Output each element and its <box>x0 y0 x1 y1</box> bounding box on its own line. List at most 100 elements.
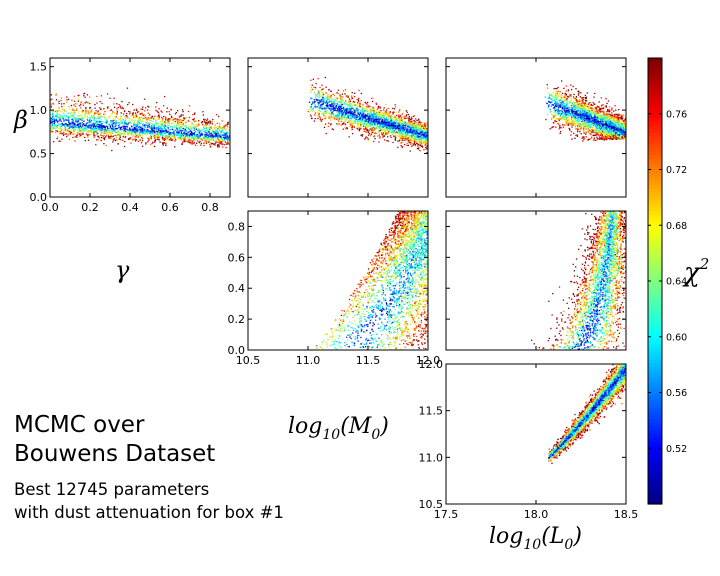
scatter-point <box>350 111 352 113</box>
scatter-point <box>171 137 173 139</box>
scatter-point <box>144 126 146 129</box>
scatter-point <box>131 119 134 122</box>
scatter-point <box>147 112 149 114</box>
scatter-point <box>78 133 81 135</box>
scatter-point <box>136 116 138 118</box>
scatter-point <box>359 118 361 120</box>
scatter-point <box>378 132 381 135</box>
scatter-point <box>338 116 340 118</box>
scatter-point <box>120 112 122 114</box>
scatter-point <box>169 125 171 127</box>
scatter-point <box>376 112 378 114</box>
scatter-point <box>115 137 118 139</box>
scatter-point <box>359 122 361 125</box>
scatter-point <box>422 127 425 129</box>
scatter-point <box>225 142 228 144</box>
scatter-point <box>112 126 114 128</box>
scatter-point <box>59 110 61 113</box>
scatter-point <box>421 128 423 130</box>
scatter-point <box>208 131 211 133</box>
scatter-point <box>139 135 141 137</box>
scatter-point <box>124 119 127 121</box>
scatter-point <box>358 97 360 100</box>
scatter-point <box>354 122 356 124</box>
scatter-point <box>125 123 128 126</box>
scatter-point <box>174 120 176 123</box>
scatter-point <box>172 131 174 134</box>
scatter-point <box>380 119 382 121</box>
scatter-point <box>120 118 122 121</box>
scatter-point <box>173 132 175 134</box>
scatter-point <box>220 137 222 139</box>
scatter-point <box>93 113 96 115</box>
scatter-point <box>154 131 156 134</box>
scatter-point <box>351 123 353 126</box>
scatter-point <box>94 103 96 106</box>
scatter-point <box>421 132 423 135</box>
scatter-point <box>100 124 102 126</box>
scatter-point <box>194 136 196 138</box>
scatter-point <box>402 127 404 129</box>
scatter-point <box>160 128 162 131</box>
scatter-point <box>90 117 92 119</box>
scatter-point <box>89 107 91 109</box>
scatter-point <box>220 141 223 144</box>
scatter-point <box>410 121 412 123</box>
scatter-point <box>139 129 141 131</box>
scatter-point <box>67 115 70 118</box>
scatter-point <box>181 136 183 138</box>
scatter-point <box>148 120 151 122</box>
scatter-point <box>163 95 166 98</box>
scatter-point <box>158 114 160 116</box>
scatter-point <box>147 105 149 108</box>
scatter-point <box>145 126 147 129</box>
scatter-point <box>404 137 406 139</box>
scatter-point <box>161 123 163 125</box>
scatter-point <box>366 103 368 105</box>
scatter-point <box>172 139 174 141</box>
scatter-point <box>77 130 79 132</box>
scatter-point <box>72 120 74 122</box>
scatter-point <box>372 121 375 123</box>
scatter-point <box>197 133 199 135</box>
scatter-point <box>313 86 315 88</box>
scatter-point <box>411 130 413 132</box>
scatter-point <box>385 116 388 119</box>
scatter-point <box>118 135 120 137</box>
scatter-point <box>64 127 67 129</box>
scatter-point <box>326 109 328 112</box>
scatter-point <box>211 123 214 125</box>
scatter-point <box>200 142 202 145</box>
scatter-point <box>378 116 380 118</box>
scatter-point <box>346 126 348 129</box>
scatter-point <box>191 142 193 144</box>
scatter-point <box>396 124 398 126</box>
scatter-point <box>195 127 197 129</box>
scatter-point <box>87 139 90 141</box>
scatter-point <box>203 131 206 133</box>
scatter-point <box>114 117 117 119</box>
scatter-point <box>408 131 410 133</box>
scatter-point <box>336 114 338 116</box>
scatter-point <box>215 114 218 116</box>
scatter-point <box>354 113 356 115</box>
scatter-point <box>217 125 219 128</box>
scatter-point <box>139 130 142 133</box>
scatter-point <box>362 111 365 113</box>
scatter-point <box>332 116 335 119</box>
scatter-point <box>94 132 96 134</box>
scatter-point <box>103 113 105 115</box>
scatter-point <box>58 107 60 109</box>
scatter-point <box>63 105 65 107</box>
scatter-point <box>116 110 119 112</box>
scatter-point <box>394 115 396 117</box>
scatter-point <box>59 140 61 142</box>
scatter-point <box>141 128 144 130</box>
scatter-point <box>369 117 371 119</box>
scatter-point <box>410 131 412 134</box>
scatter-point <box>96 139 98 141</box>
scatter-point <box>141 132 144 134</box>
scatter-point <box>132 132 134 134</box>
scatter-point <box>140 127 143 129</box>
scatter-point <box>130 130 133 132</box>
